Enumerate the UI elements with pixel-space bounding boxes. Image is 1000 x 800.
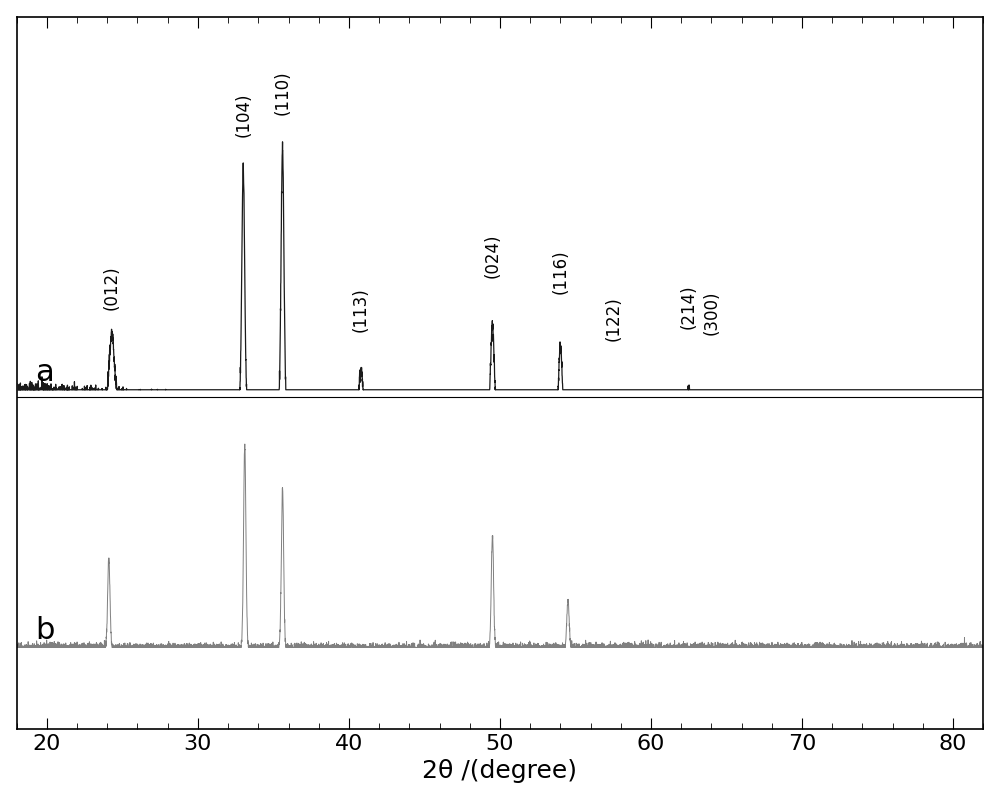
Text: (104): (104) [234, 93, 252, 137]
Text: (113): (113) [352, 287, 370, 332]
Text: (122): (122) [604, 297, 622, 342]
Text: b: b [35, 616, 54, 645]
Text: (116): (116) [551, 250, 569, 294]
Text: (012): (012) [103, 266, 121, 310]
Text: (024): (024) [483, 234, 501, 278]
Text: a: a [35, 358, 54, 387]
Text: (300): (300) [702, 290, 720, 335]
X-axis label: 2θ /(degree): 2θ /(degree) [422, 759, 578, 783]
Text: (110): (110) [274, 70, 292, 115]
Text: (214): (214) [680, 284, 698, 329]
